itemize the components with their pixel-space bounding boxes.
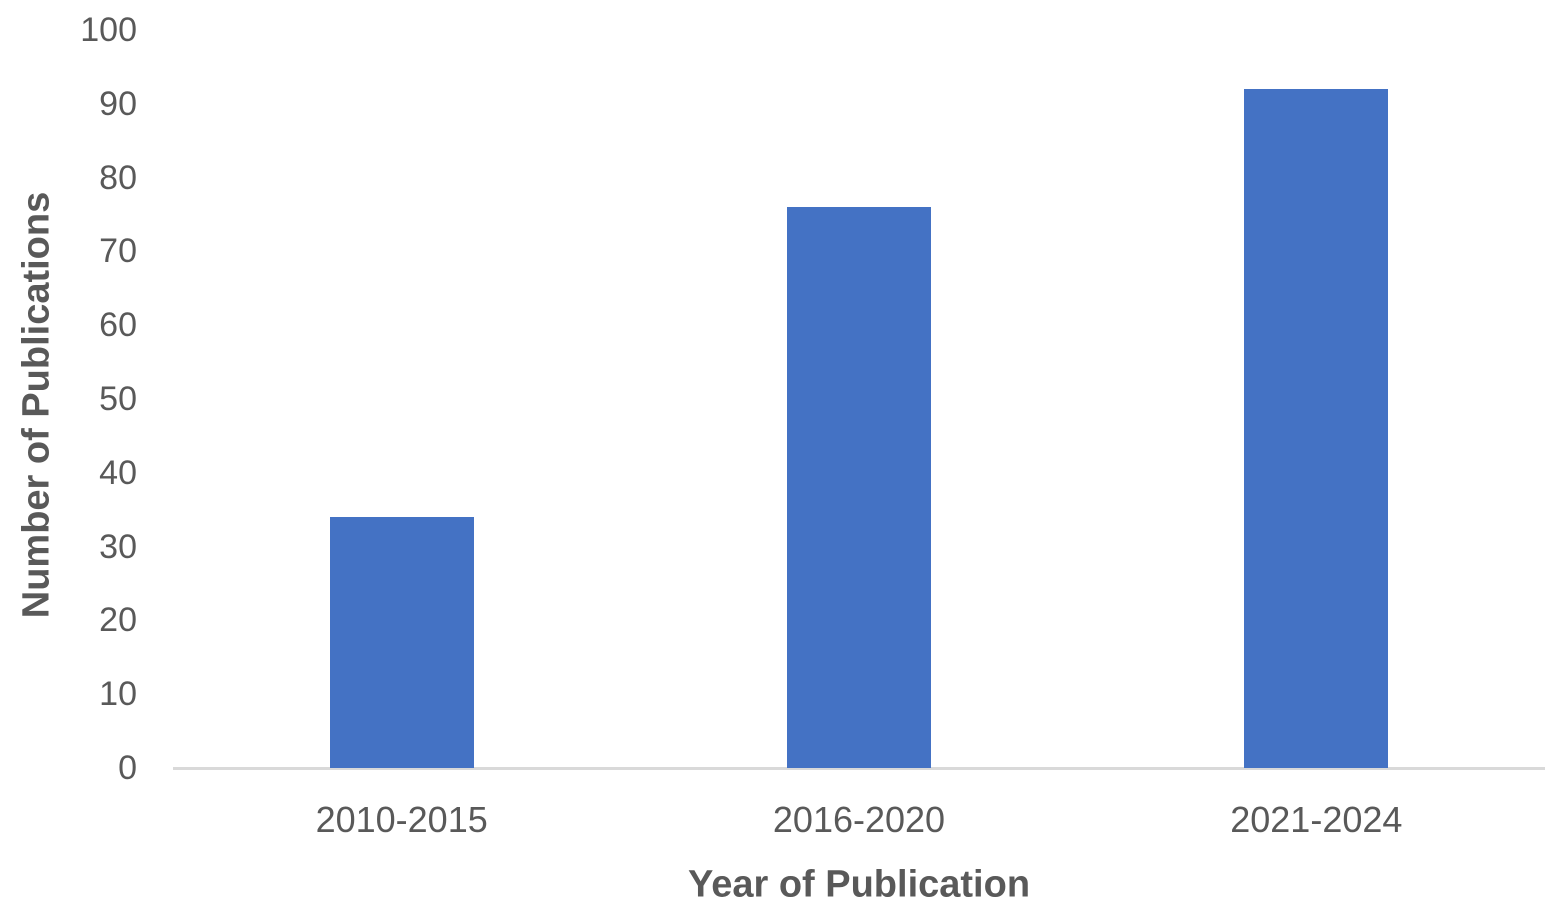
- y-tick-30: 30: [99, 527, 137, 566]
- y-tick-10: 10: [99, 675, 137, 714]
- y-tick-20: 20: [99, 601, 137, 640]
- bar-2016-2020: [787, 207, 931, 768]
- x-axis-line: [173, 767, 1545, 770]
- y-tick-80: 80: [99, 158, 137, 197]
- y-tick-0: 0: [118, 749, 137, 787]
- plot-area: [173, 30, 1545, 770]
- y-tick-60: 60: [99, 306, 137, 345]
- bar-2021-2024: [1244, 89, 1389, 768]
- bar-2010-2015: [329, 517, 474, 768]
- x-category-2021-2024: 2021-2024: [1230, 799, 1403, 840]
- x-axis-title: Year of Publication: [687, 863, 1031, 906]
- x-category-2016-2020: 2016-2020: [772, 799, 946, 840]
- y-tick-40: 40: [99, 453, 137, 492]
- x-category-2010-2015: 2010-2015: [315, 799, 488, 840]
- y-tick-50: 50: [99, 380, 137, 418]
- y-tick-70: 70: [99, 232, 137, 271]
- y-tick-100: 100: [80, 11, 137, 49]
- y-tick-90: 90: [99, 84, 137, 123]
